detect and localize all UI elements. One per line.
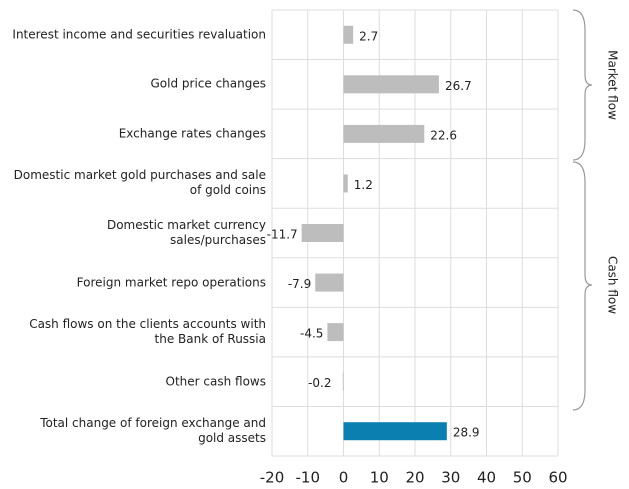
x-tick-label: 40 — [477, 469, 496, 487]
x-tick-label: 50 — [513, 469, 532, 487]
category-label: Other cash flows — [165, 374, 266, 389]
value-label: 1.2 — [354, 178, 373, 192]
bar — [343, 25, 354, 44]
category-label: Total change of foreign exchange and gol… — [40, 416, 266, 446]
value-label: -11.7 — [267, 228, 298, 242]
category-label: Domestic market currency sales/purchases — [106, 218, 266, 247]
x-tick-label: 10 — [370, 469, 389, 487]
bar — [343, 422, 447, 441]
bar — [342, 372, 344, 391]
bar — [343, 75, 439, 94]
value-label: -0.2 — [308, 376, 331, 390]
value-label: -7.9 — [288, 277, 311, 291]
x-tick-label: 20 — [405, 469, 424, 487]
value-label: -4.5 — [300, 327, 323, 341]
x-tick-label: 30 — [441, 469, 460, 487]
x-tick-label: 0 — [339, 469, 349, 487]
category-label: Gold price changes — [150, 76, 267, 91]
brace — [572, 9, 593, 161]
bar — [327, 323, 344, 342]
bar — [343, 174, 348, 193]
value-label: 26.7 — [445, 79, 472, 93]
x-tick-label: -10 — [296, 469, 321, 487]
category-label: Interest income and securities revaluati… — [12, 27, 266, 42]
bar — [343, 124, 425, 143]
value-label: 28.9 — [453, 426, 480, 440]
x-tick-label: 60 — [548, 469, 567, 487]
group-label: Cash flow — [606, 256, 620, 314]
x-tick-label: -20 — [260, 469, 285, 487]
category-label: Domestic market gold purchases and sale … — [13, 168, 266, 198]
value-label: 2.7 — [359, 29, 378, 43]
bar — [315, 273, 344, 292]
value-label: 22.6 — [430, 128, 457, 142]
brace — [572, 161, 593, 411]
category-label: Exchange rates changes — [118, 126, 266, 141]
group-label: Market flow — [606, 50, 620, 120]
category-label: Foreign market repo operations — [76, 275, 266, 290]
bar — [301, 224, 344, 242]
category-label: Cash flows on the clients accounts with … — [29, 317, 266, 347]
